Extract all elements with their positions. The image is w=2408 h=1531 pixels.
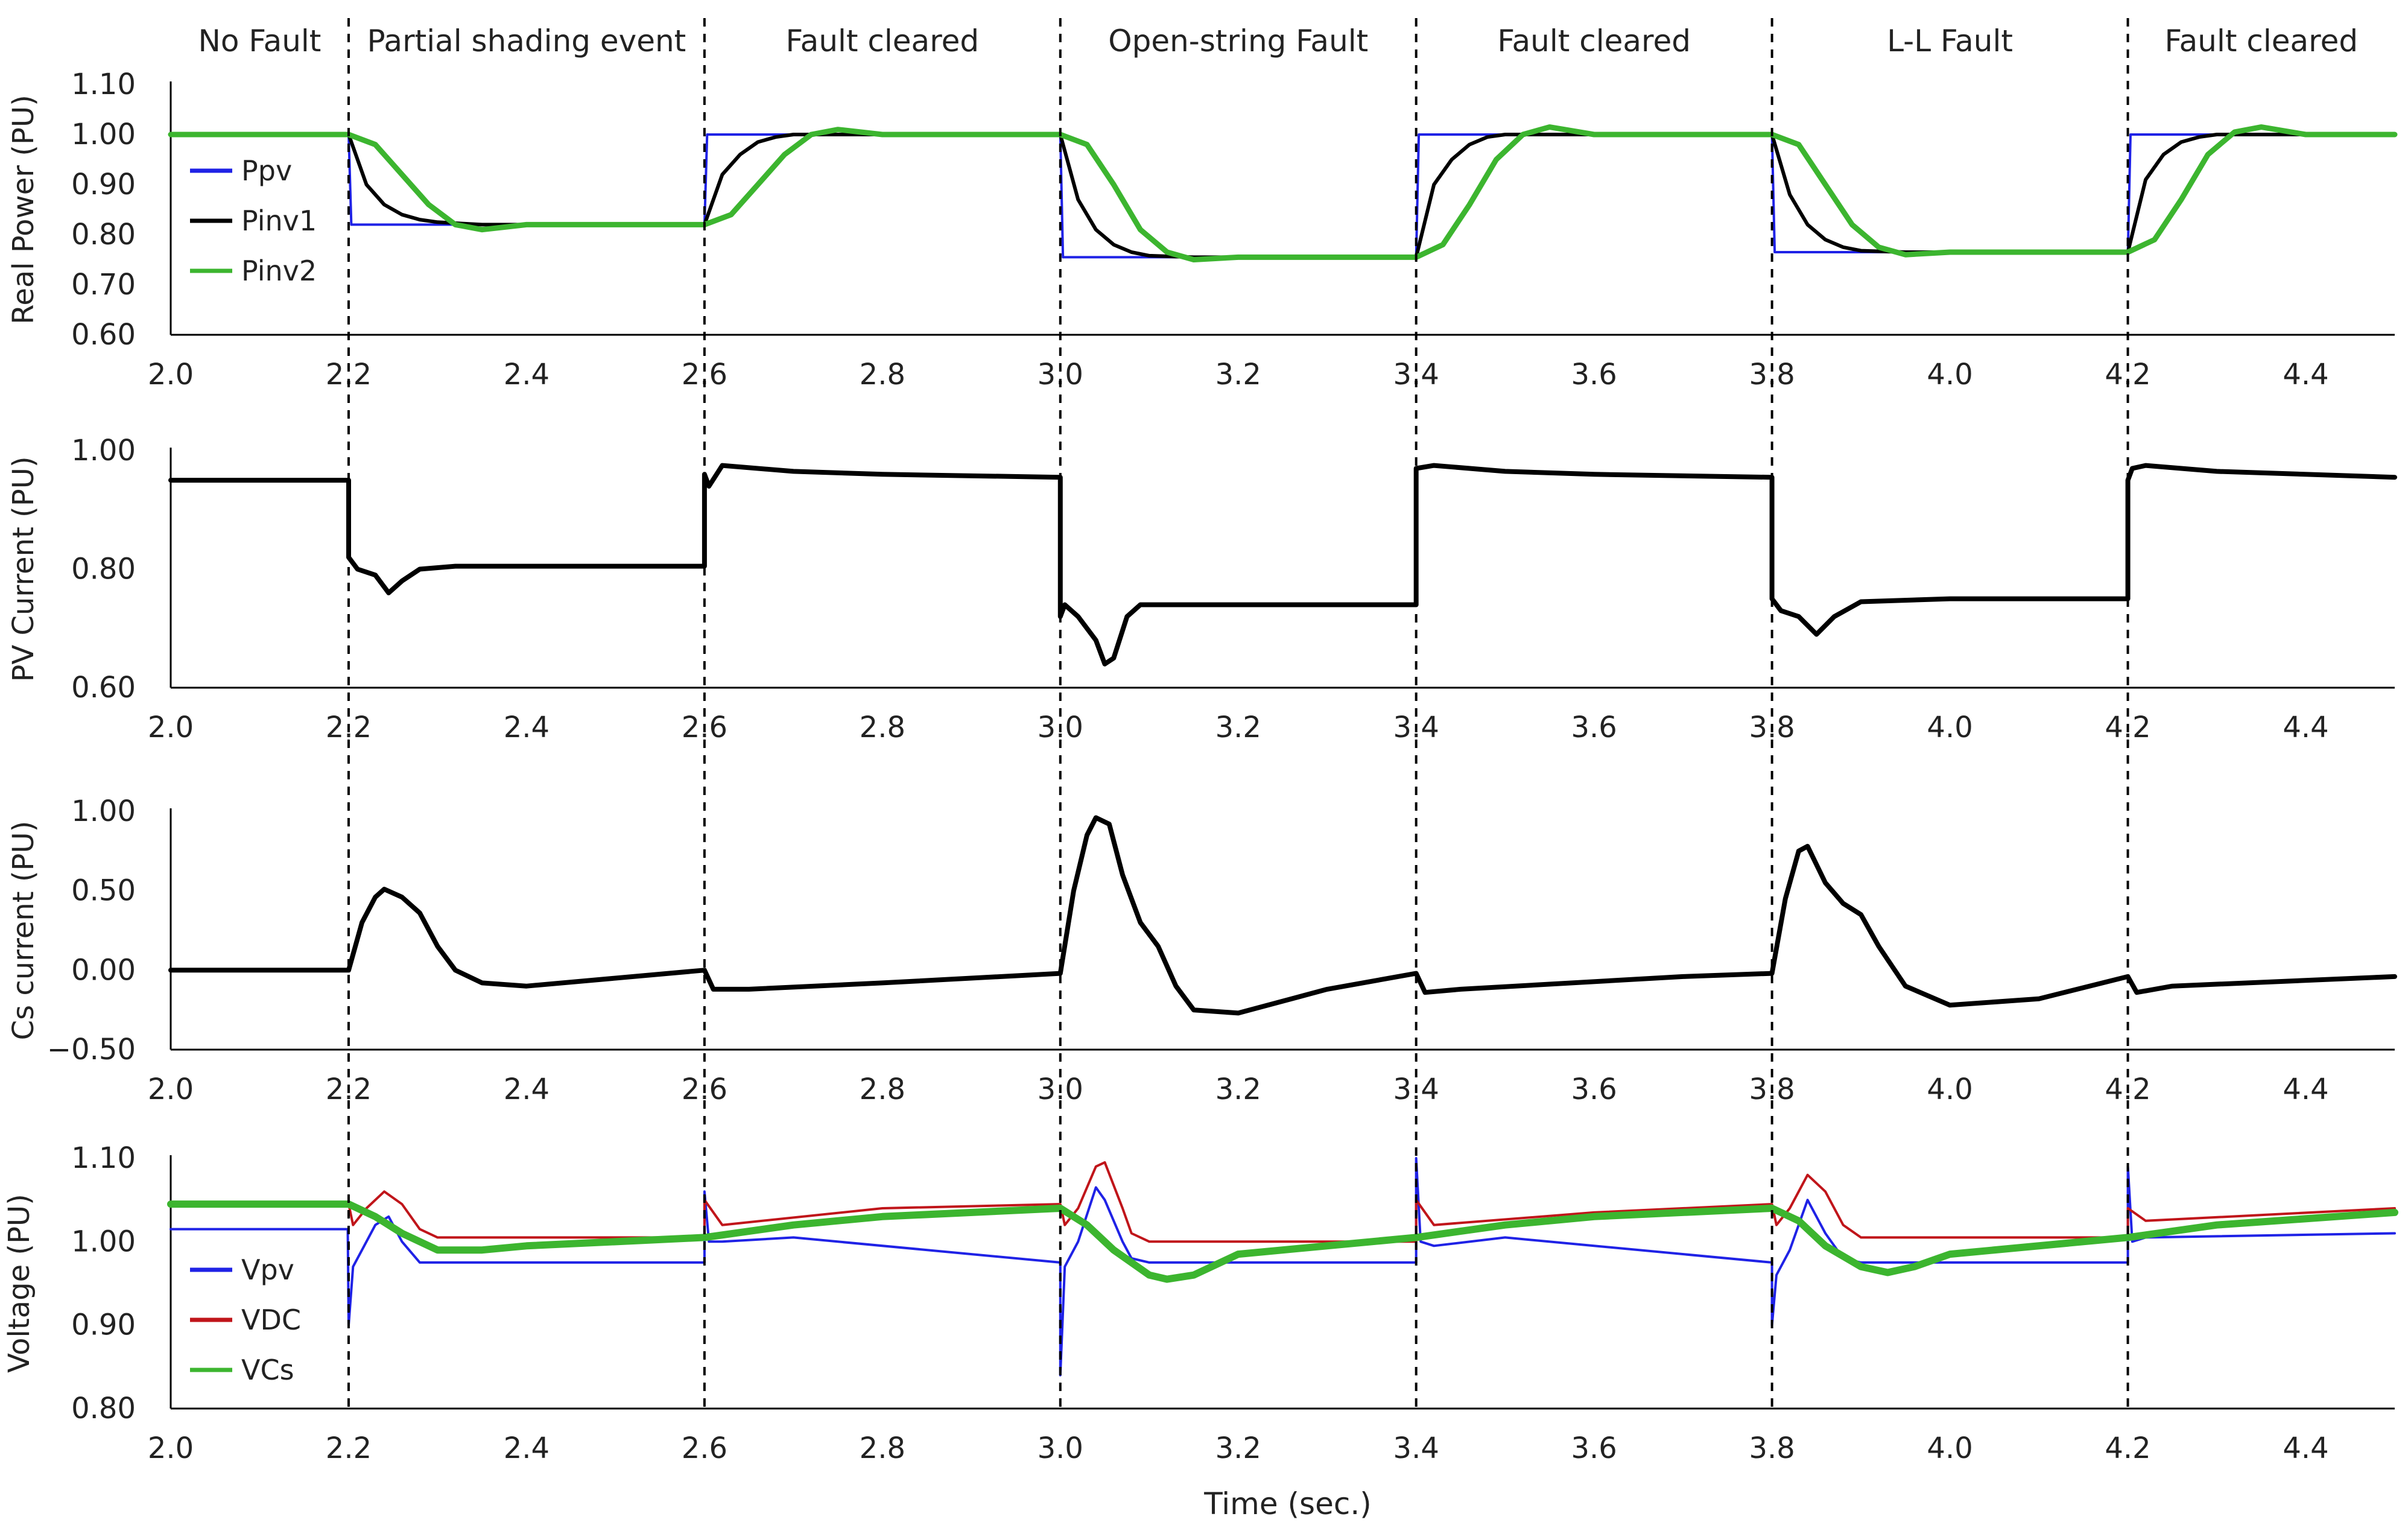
x-tick-label: 2.0 [148, 358, 194, 391]
x-tick-label: 3.4 [1393, 1431, 1439, 1465]
x-tick-label: 2.8 [860, 358, 905, 391]
y-tick-label: 0.90 [71, 168, 136, 201]
y-axis-title: Cs current (PU) [7, 821, 40, 1041]
y-tick-label: 0.50 [71, 874, 136, 908]
y-tick-label: 0.90 [71, 1308, 136, 1342]
panel-power: 0.600.700.800.901.001.102.0 2.2 2.4 2.6 2.8 3… [7, 68, 2398, 391]
series-line-vpv [170, 1157, 2396, 1377]
x-tick-label: 4.4 [2283, 358, 2328, 391]
y-tick-label: 0.60 [71, 318, 136, 352]
y-tick-label: 1.00 [71, 1225, 136, 1258]
legend-label-vdc: VDC [241, 1304, 301, 1336]
x-tick-label: 4.0 [1927, 1431, 1972, 1465]
series-line-vcs [167, 1200, 2398, 1283]
y-tick-label: 1.00 [71, 794, 136, 828]
series-line-pinv1 [169, 133, 2397, 259]
x-tick-label: 3.6 [1571, 711, 1617, 744]
x-tick-label: 3.2 [1215, 1431, 1261, 1465]
event-label-fault-cleared: Fault cleared [786, 24, 980, 59]
x-tick-label: 2.0 [148, 711, 194, 744]
event-label-partial-shading-event: Partial shading event [367, 24, 686, 59]
y-tick-label: 1.10 [71, 68, 136, 101]
x-tick-label: 2.4 [504, 1431, 550, 1465]
legend-label-vcs: VCs [241, 1354, 294, 1386]
x-tick-label: 2.8 [860, 1073, 905, 1106]
x-tick-label: 4.0 [1927, 358, 1972, 391]
y-tick-label: 0.80 [71, 218, 136, 252]
x-tick-label: 2.8 [860, 711, 905, 744]
x-tick-label: 4.4 [2283, 711, 2328, 744]
series-line-pinv2 [168, 124, 2398, 262]
panel-pv-current: 0.600.801.002.0 2.2 2.4 2.6 2.8 3.0 3.2 3.4 3.6 3… [7, 434, 2397, 744]
y-axis-title: Real Power (PU) [7, 95, 40, 325]
y-tick-label: 0.70 [71, 268, 136, 302]
x-tick-label: 3.2 [1215, 1073, 1261, 1106]
x-tick-label: 3.2 [1215, 358, 1261, 391]
event-label-open-string-fault: Open-string Fault [1108, 24, 1368, 59]
x-tick-label: 2.4 [504, 358, 550, 391]
y-tick-label: 1.10 [71, 1141, 136, 1175]
series-line-vdc [170, 1161, 2396, 1243]
x-tick-label: 3.6 [1571, 1431, 1617, 1465]
event-label-no-fault: No Fault [198, 24, 322, 59]
event-label-l-l-fault: L-L Fault [1887, 24, 2013, 59]
series-line-cs-current [168, 815, 2397, 1016]
x-tick-label: 3.8 [1749, 1431, 1795, 1465]
x-axis-title: Time (sec.) [1203, 1486, 1371, 1521]
x-tick-label: 2.4 [504, 1073, 550, 1106]
legend-label-pinv2: Pinv2 [241, 255, 317, 287]
series-line-pv-current [168, 463, 2397, 667]
event-labels: No Fault Partial shading event Fault clear… [198, 24, 2359, 59]
panel-voltage: 0.80 0.90 1.00 1.10 2.0 2.2 2.4 2.6 2.8 3.0 3.2 3.4… [2, 1141, 2398, 1465]
legend-label-pinv1: Pinv1 [241, 204, 317, 237]
legend-label-vpv: Vpv [241, 1254, 294, 1286]
x-tick-label: 4.4 [2283, 1073, 2328, 1106]
legend-label-ppv: Ppv [241, 154, 292, 187]
y-tick-label: 0.60 [71, 671, 136, 705]
event-label-fault-cleared: Fault cleared [1497, 24, 1691, 59]
y-tick-label: 0.00 [71, 953, 136, 987]
x-tick-label: 2.6 [682, 1431, 727, 1465]
x-tick-label: 4.0 [1927, 711, 1972, 744]
x-tick-label: 2.2 [326, 1431, 372, 1465]
x-tick-label: 3.6 [1571, 358, 1617, 391]
y-tick-label: −0.50 [47, 1033, 136, 1067]
x-tick-label: 4.0 [1927, 1073, 1972, 1106]
event-dividers [347, 18, 2129, 1409]
panel-cs-current: −0.500.000.501.002.0 2.2 2.4 2.6 2.8 3.0 3.2 3.… [7, 794, 2397, 1106]
x-tick-label: 4.2 [2105, 1431, 2150, 1465]
x-tick-label: 2.0 [148, 1073, 194, 1106]
x-tick-label: 3.6 [1571, 1073, 1617, 1106]
y-tick-label: 1.00 [71, 434, 136, 468]
x-tick-label: 3.2 [1215, 711, 1261, 744]
series-line-ppv [170, 133, 2396, 259]
x-tick-label: 2.8 [860, 1431, 905, 1465]
x-tick-label: 2.0 [148, 1431, 194, 1465]
y-axis-title: Voltage (PU) [2, 1194, 36, 1373]
event-label-fault-cleared: Fault cleared [2164, 24, 2358, 59]
y-tick-label: 0.80 [71, 1392, 136, 1425]
y-tick-label: 0.80 [71, 553, 136, 586]
x-tick-label: 2.4 [504, 711, 550, 744]
y-axis-title: PV Current (PU) [7, 456, 40, 682]
y-tick-label: 1.00 [71, 118, 136, 151]
x-tick-label: 4.4 [2283, 1431, 2328, 1465]
x-tick-label: 3.0 [1038, 1431, 1083, 1465]
